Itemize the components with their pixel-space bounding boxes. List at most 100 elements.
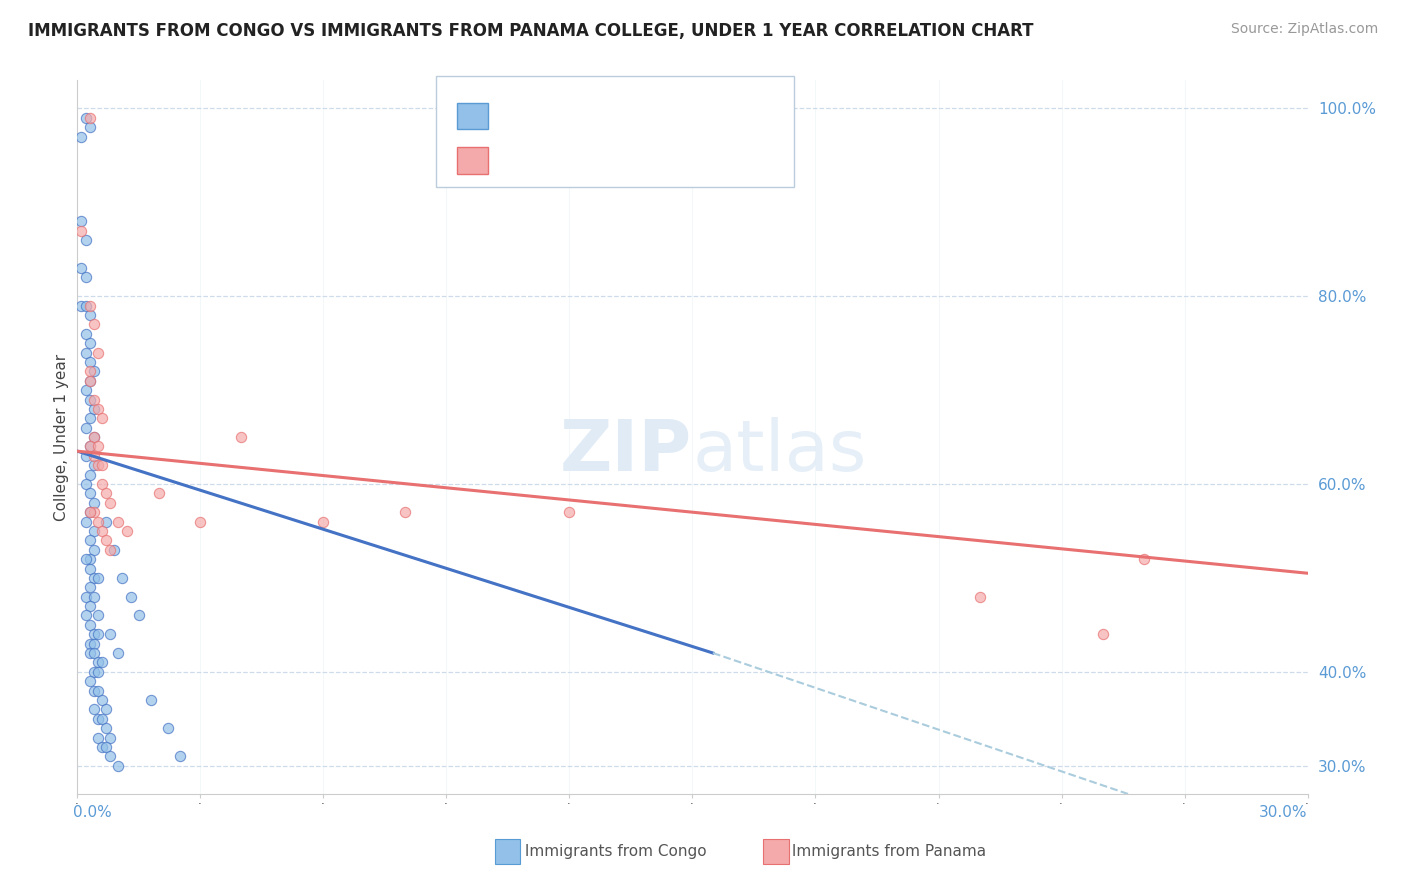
Point (231, 430, 253, 444)
Y-axis label: College, Under 1 year: College, Under 1 year (53, 353, 69, 521)
Point (312, 515, 335, 529)
Point (79, 505, 101, 519)
Point (79, 120, 101, 135)
Point (98, 731, 121, 745)
Point (156, 721, 179, 735)
Point (79, 533, 101, 548)
Point (79, 392, 101, 407)
Point (87, 712, 110, 726)
Point (90, 693, 114, 707)
Point (83, 542, 105, 557)
Point (115, 524, 138, 538)
Point (83, 665, 105, 679)
Point (83, 430, 105, 444)
Point (79, 299, 101, 313)
Point (111, 571, 134, 585)
Point (87, 665, 110, 679)
Point (87, 440, 110, 454)
Point (79, 355, 101, 369)
Point (83, 683, 105, 698)
Point (90, 524, 114, 538)
Text: Immigrants from Congo: Immigrants from Congo (520, 845, 707, 859)
Text: 0.0%: 0.0% (73, 805, 112, 820)
Point (75, 449, 97, 463)
Point (79, 637, 101, 651)
Point (75, 552, 97, 566)
Point (98, 627, 121, 641)
Point (79, 552, 101, 566)
Point (79, 374, 101, 388)
Text: Source: ZipAtlas.com: Source: ZipAtlas.com (1230, 22, 1378, 37)
Point (87, 627, 110, 641)
Point (79, 561, 101, 575)
Point (79, 467, 101, 482)
Point (79, 580, 101, 594)
Point (120, 590, 142, 604)
Point (1132, 552, 1154, 566)
Point (79, 411, 101, 425)
Point (75, 345, 97, 359)
Point (87, 401, 110, 416)
Point (83, 627, 105, 641)
Point (94, 533, 117, 548)
Point (75, 590, 97, 604)
Point (79, 111, 101, 125)
Point (70, 223, 93, 237)
Point (83, 571, 105, 585)
Point (98, 496, 121, 510)
Point (87, 656, 110, 670)
Point (83, 590, 105, 604)
Text: ZIP: ZIP (560, 417, 693, 486)
Point (94, 702, 117, 716)
Point (90, 712, 114, 726)
Point (90, 411, 114, 425)
Point (75, 299, 97, 313)
Point (70, 261, 93, 276)
Text: Immigrants from Panama: Immigrants from Panama (787, 845, 987, 859)
Point (70, 129, 93, 144)
Point (90, 739, 114, 754)
Point (87, 608, 110, 623)
Point (79, 486, 101, 500)
Point (79, 336, 101, 351)
Point (79, 308, 101, 322)
Text: R = -0.169: R = -0.169 (499, 149, 605, 167)
Point (98, 542, 121, 557)
Point (83, 458, 105, 473)
Point (103, 542, 125, 557)
Point (87, 345, 110, 359)
Point (148, 486, 170, 500)
Text: N = 36: N = 36 (633, 149, 695, 167)
Text: 30.0%: 30.0% (1260, 805, 1308, 820)
Point (141, 693, 163, 707)
Text: IMMIGRANTS FROM CONGO VS IMMIGRANTS FROM PANAMA COLLEGE, UNDER 1 YEAR CORRELATIO: IMMIGRANTS FROM CONGO VS IMMIGRANTS FROM… (28, 22, 1033, 40)
Text: R = -0.218: R = -0.218 (499, 105, 605, 123)
Point (169, 749, 191, 764)
Point (188, 515, 212, 529)
Point (83, 364, 105, 378)
Point (90, 477, 114, 491)
Point (75, 383, 97, 397)
Point (107, 758, 129, 772)
Point (79, 505, 101, 519)
Point (75, 111, 97, 125)
Point (94, 486, 117, 500)
Point (83, 702, 105, 716)
Point (75, 233, 97, 247)
Point (83, 392, 105, 407)
Point (75, 608, 97, 623)
Point (83, 637, 105, 651)
Text: N = 80: N = 80 (633, 105, 695, 123)
Point (94, 721, 117, 735)
Point (558, 505, 581, 519)
Point (79, 440, 101, 454)
Point (83, 646, 105, 660)
Point (98, 749, 121, 764)
Point (83, 505, 105, 519)
Point (394, 505, 416, 519)
Point (83, 401, 105, 416)
Point (70, 299, 93, 313)
Point (83, 449, 105, 463)
Point (70, 214, 93, 228)
Point (75, 270, 97, 285)
